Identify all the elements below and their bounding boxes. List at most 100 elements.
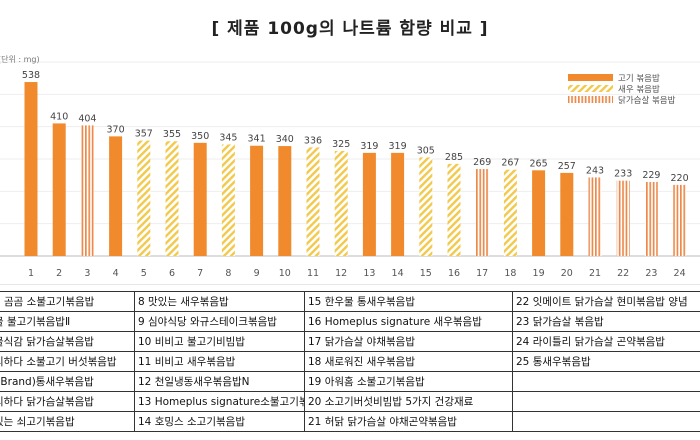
table-cell: 10 비비고 불고기비빔밥 xyxy=(134,331,305,352)
bar xyxy=(362,152,376,256)
bar xyxy=(306,147,320,256)
x-tick-label: 21 xyxy=(589,268,601,279)
x-tick-label: 12 xyxy=(335,268,347,279)
bar xyxy=(193,142,207,256)
table-cell: 14 호밍스 소고기볶음밥 xyxy=(134,411,305,432)
data-label: 267 xyxy=(501,158,519,169)
data-label: 229 xyxy=(642,170,660,181)
bar xyxy=(616,180,630,256)
data-label: 404 xyxy=(78,113,96,124)
x-tick-label: 9 xyxy=(254,268,260,279)
data-label: 257 xyxy=(558,161,576,172)
data-label: 319 xyxy=(360,141,378,152)
x-tick-label: 16 xyxy=(448,268,460,279)
table-cell: 23 닭가슴살 볶음밥 xyxy=(512,311,700,332)
x-tick-label: 11 xyxy=(307,268,319,279)
table-cell: 물 불고기볶음밥Ⅱ xyxy=(0,311,135,332)
bar xyxy=(644,181,658,256)
y-axis-label: (단위 : mg) xyxy=(0,55,40,64)
table-row: 7 곰곰 소불고기볶음밥 8 맛있는 새우볶음밥 15 한우물 통새우볶음밥 22 잇… xyxy=(0,291,700,312)
bar xyxy=(52,123,66,256)
data-label: 341 xyxy=(248,134,266,145)
x-tick-label: 20 xyxy=(561,268,573,279)
bar xyxy=(24,82,38,257)
table-cell: 12 천일냉동새우볶음밥N xyxy=(134,371,305,392)
bar xyxy=(221,144,235,256)
x-tick-label: 22 xyxy=(617,268,629,279)
table-row: 물식감 닭가슴살볶음밥 10 비비고 불고기비빔밥 17 닭가슴살 야채볶음밥 24 … xyxy=(0,331,700,352)
table-cell: 16 Homeplus signature 새우볶음밥 xyxy=(304,311,513,332)
table-cell: oBrand)통새우볶음밥 xyxy=(0,371,135,392)
x-tick-label: 10 xyxy=(279,268,291,279)
legend-label: 고기 볶음밥 xyxy=(618,74,660,84)
table-cell: 19 아워홈 소불고기볶음밥 xyxy=(304,371,513,392)
table-row: oBrand)통새우볶음밥 12 천일냉동새우볶음밥N 19 아워홈 소불고기볶음밥 xyxy=(0,371,700,392)
bar xyxy=(137,140,151,256)
legend-label: 닭가슴살 볶음밥 xyxy=(618,95,676,106)
chart-area: (단위 : mg) 538 410 404 370 357 355 350 345 341 340… xyxy=(0,54,700,285)
table-cell xyxy=(512,411,700,432)
bar xyxy=(475,169,489,256)
table-cell: 리하다 소불고기 버섯볶음밥 xyxy=(0,351,135,372)
data-label: 233 xyxy=(614,169,632,180)
bar xyxy=(278,146,292,256)
x-tick-label: 3 xyxy=(84,268,90,279)
table-cell: 13 Homeplus signature소불고기볶음밥 xyxy=(134,391,305,412)
table-cell: 15 한우물 통새우볶음밥 xyxy=(304,291,513,312)
x-tick-label: 5 xyxy=(141,268,147,279)
bar xyxy=(588,177,602,256)
table-cell: 11 비비고 새우볶음밥 xyxy=(134,351,305,372)
table-cell: 리하다 닭가슴살볶음밥 xyxy=(0,391,135,412)
table-cell: 17 닭가슴살 야채볶음밥 xyxy=(304,331,513,352)
table-cell: 24 라이틀리 닭가슴살 곤약볶음밥 xyxy=(512,331,700,352)
product-table-body: 7 곰곰 소불고기볶음밥 8 맛있는 새우볶음밥 15 한우물 통새우볶음밥 22 잇… xyxy=(0,291,700,432)
chart-title: [ 제품 100g의 나트륨 함량 비교 ] xyxy=(211,19,489,39)
x-tick-label: 7 xyxy=(197,268,203,279)
table-cell xyxy=(512,391,700,412)
table-cell: 있는 쇠고기볶음밥 xyxy=(0,411,135,432)
x-tick-label: 23 xyxy=(645,268,657,279)
data-label: 220 xyxy=(671,173,689,184)
table-cell: 물식감 닭가슴살볶음밥 xyxy=(0,331,135,352)
table-cell: 18 새로워진 새우볶음밥 xyxy=(304,351,513,372)
data-labels: 538 410 404 370 357 355 350 345 341 340 336 325 319 3… xyxy=(22,70,689,184)
data-label: 269 xyxy=(473,157,491,168)
x-tick-label: 4 xyxy=(113,268,119,279)
x-tick-label: 24 xyxy=(674,268,686,279)
data-label: 243 xyxy=(586,165,604,176)
data-label: 355 xyxy=(163,129,181,140)
table-row: 리하다 소불고기 버섯볶음밥 11 비비고 새우볶음밥 18 새로워진 새우볶음밥 2… xyxy=(0,351,700,372)
legend-swatch xyxy=(568,96,613,103)
bar xyxy=(419,157,433,256)
x-tick-label: 2 xyxy=(56,268,62,279)
table-cell: 22 잇메이트 닭가슴살 현미볶음밥 양념 xyxy=(512,291,700,312)
table-cell xyxy=(512,371,700,392)
table-cell: 21 허닭 닭가슴살 야채곤약볶음밥 xyxy=(304,411,513,432)
x-tick-label: 18 xyxy=(504,268,516,279)
data-label: 336 xyxy=(304,135,322,146)
data-label: 410 xyxy=(50,111,68,122)
bars xyxy=(24,82,687,257)
bar xyxy=(532,170,546,256)
product-table: 7 곰곰 소불고기볶음밥 8 맛있는 새우볶음밥 15 한우물 통새우볶음밥 22 잇… xyxy=(0,291,700,432)
data-label: 319 xyxy=(389,141,407,152)
table-cell: 20 소고기버섯비빔밥 5가지 건강재료 xyxy=(304,391,513,412)
x-tick-label: 8 xyxy=(225,268,231,279)
bar xyxy=(503,169,517,256)
table-cell: 25 통새우볶음밥 xyxy=(512,351,700,372)
x-tick-label: 6 xyxy=(169,268,175,279)
table-cell: 9 심야식당 와규스테이크볶음밥 xyxy=(134,311,305,332)
bar xyxy=(334,150,348,256)
table-cell: 7 곰곰 소불고기볶음밥 xyxy=(0,291,135,312)
bar xyxy=(560,172,574,256)
bar xyxy=(80,125,94,256)
bar xyxy=(673,184,687,256)
data-label: 305 xyxy=(417,145,435,156)
data-label: 345 xyxy=(219,132,237,143)
x-tick-label: 14 xyxy=(392,268,404,279)
data-label: 285 xyxy=(445,152,463,163)
data-label: 325 xyxy=(332,139,350,150)
legend-label: 새우 볶음밥 xyxy=(618,85,660,95)
table-cell: 8 맛있는 새우볶음밥 xyxy=(134,291,305,312)
table-row: 물 불고기볶음밥Ⅱ 9 심야식당 와규스테이크볶음밥 16 Homeplus sig… xyxy=(0,311,700,332)
